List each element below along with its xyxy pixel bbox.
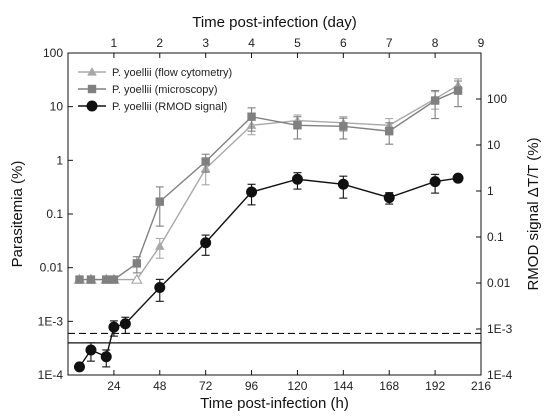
- data-point-triangle: [154, 241, 165, 250]
- data-point-circle: [383, 192, 395, 204]
- y-tick-label: 10: [50, 100, 64, 114]
- y-tick-label: 1E-3: [38, 314, 64, 328]
- data-point-square: [155, 197, 164, 206]
- legend-marker-triangle: [87, 67, 97, 76]
- data-point-triangle: [130, 273, 143, 284]
- x-tick-label: 24: [107, 379, 121, 393]
- y-axis-title: Parasitemia (%): [9, 161, 26, 268]
- data-point-square: [201, 157, 210, 166]
- legend-label: P. yoellii (flow cytometry): [112, 67, 232, 79]
- right-y-axis-title: RMOD signal ΔT/T (%): [525, 137, 542, 290]
- right-y-tick-label: 100: [487, 92, 507, 106]
- right-y-tick-label: 1E-3: [487, 322, 513, 336]
- series-layer: [73, 78, 464, 373]
- legend-label: P. yoellii (RMOD signal): [112, 101, 227, 113]
- top-x-tick-label: 8: [432, 36, 439, 50]
- legend-item: P. yoellii (RMOD signal): [78, 100, 227, 113]
- data-point-square: [75, 275, 84, 284]
- x-tick-label: 96: [245, 379, 259, 393]
- data-point-square: [132, 259, 142, 268]
- data-point-square: [293, 121, 302, 130]
- data-point-circle: [85, 344, 97, 356]
- top-x-tick-label: 4: [248, 36, 255, 50]
- top-x-tick-label: 1: [111, 36, 118, 50]
- data-point-circle: [452, 172, 464, 184]
- y-tick-label: 1: [56, 153, 63, 167]
- top-x-tick-label: 5: [294, 36, 301, 50]
- data-point-square: [339, 122, 348, 131]
- legend: P. yoellii (flow cytometry) P. yoellii (m…: [78, 67, 232, 113]
- x-tick-label: 72: [199, 379, 213, 393]
- x-axis-title: Time post-infection (h): [200, 395, 349, 412]
- data-point-square: [385, 126, 394, 136]
- x-tick-label: 48: [153, 379, 167, 393]
- right-y-tick-label: 1: [487, 184, 494, 198]
- data-point-square: [86, 275, 96, 284]
- legend-label: P. yoellii (microscopy): [112, 84, 218, 96]
- series-line: [79, 84, 459, 281]
- data-point-circle: [200, 237, 212, 249]
- top-x-tick-label: 3: [202, 36, 209, 50]
- x-tick-label: 216: [471, 379, 491, 393]
- legend-marker-square: [87, 84, 97, 94]
- data-point-circle: [100, 351, 112, 363]
- x-tick-label: 168: [379, 379, 399, 393]
- y-tick-label: 0.1: [46, 207, 63, 221]
- data-point-circle: [108, 321, 120, 333]
- y-tick-label: 0.01: [40, 261, 64, 275]
- series-circle: [73, 172, 464, 373]
- data-point-circle: [429, 176, 441, 188]
- reference-lines: [68, 332, 481, 344]
- top-x-tick-label: 9: [478, 36, 485, 50]
- axis-ticks: 24 48 72 96 120 144 168 192 216 1 2 3 4 5 6 7 8 9 1E-4 1E-3…: [38, 36, 513, 393]
- data-point-circle: [291, 173, 303, 185]
- top-x-axis-title: Time post-infection (day): [192, 14, 357, 31]
- data-point-square: [453, 86, 463, 95]
- series-square: [75, 80, 463, 284]
- y-tick-label: 1E-4: [38, 368, 64, 382]
- data-point-circle: [73, 361, 85, 373]
- x-tick-label: 192: [425, 379, 445, 393]
- data-point-square: [102, 275, 111, 284]
- legend-marker-circle: [86, 100, 98, 112]
- data-point-circle: [119, 318, 131, 330]
- top-x-tick-label: 6: [340, 36, 347, 50]
- data-point-circle: [246, 186, 258, 198]
- data-point-circle: [154, 281, 166, 293]
- right-y-tick-label: 0.01: [487, 276, 511, 290]
- legend-item: P. yoellii (microscopy): [78, 84, 218, 96]
- top-x-tick-label: 2: [156, 36, 163, 50]
- right-y-tick-label: 0.1: [487, 230, 504, 244]
- x-tick-label: 120: [287, 379, 307, 393]
- right-y-tick-label: 1E-4: [487, 368, 513, 382]
- x-tick-label: 144: [333, 379, 353, 393]
- data-point-square: [247, 112, 256, 121]
- top-x-tick-label: 7: [386, 36, 393, 50]
- y-tick-label: 100: [43, 46, 63, 60]
- right-y-tick-label: 10: [487, 138, 501, 152]
- data-point-square: [109, 275, 119, 284]
- data-point-square: [430, 96, 440, 105]
- data-point-circle: [337, 178, 349, 190]
- legend-item: P. yoellii (flow cytometry): [78, 67, 232, 79]
